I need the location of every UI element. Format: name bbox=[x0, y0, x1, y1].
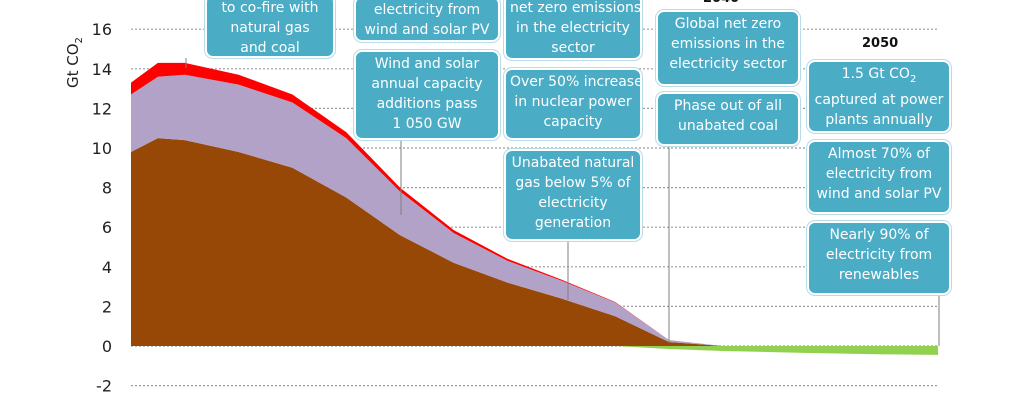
y-tick-label: 6 bbox=[102, 218, 112, 237]
milestone-2050-box-3-line-1: Nearly 90% of bbox=[829, 227, 929, 243]
milestone-2025-top-box-line-2: wind and solar PV bbox=[364, 22, 490, 38]
milestone-2025-box: Wind and solar annual capacity additions p… bbox=[354, 50, 500, 140]
milestone-connectors bbox=[185, 58, 940, 346]
milestone-2025-box-line-3: additions pass bbox=[376, 96, 478, 112]
milestone-2050-box-1-line-3: plants annually bbox=[825, 111, 933, 128]
milestone-2021-box-line-1: to co-fire with bbox=[221, 0, 319, 16]
milestone-2030-low-box-line-3: electricity bbox=[538, 195, 608, 211]
milestone-2040-top-box-line-1: Global net zero bbox=[674, 16, 782, 32]
y-tick-label: 8 bbox=[102, 179, 112, 198]
area-series bbox=[131, 62, 938, 355]
milestone-2050-box-1: 1.5 Gt CO2 captured at power plants annu… bbox=[807, 60, 951, 133]
milestone-2030-low-box-line-4: generation bbox=[534, 215, 612, 231]
y-tick-label: 10 bbox=[92, 139, 112, 158]
year-2040-label: 2040 bbox=[703, 0, 739, 6]
milestone-2030-mid-box-line-1: Over 50% increase bbox=[510, 74, 642, 90]
milestone-2025-box-line-2: annual capacity bbox=[371, 76, 483, 92]
y-axis-ticks: -2 0 2 4 6 8 10 12 14 16 bbox=[92, 20, 112, 395]
milestone-2030-mid-box-line-2: in nuclear power bbox=[514, 94, 632, 110]
milestone-2040-top-box-line-2: emissions in the bbox=[671, 36, 785, 52]
y-tick-label: 12 bbox=[92, 99, 112, 118]
milestone-2030-low-box: Unabated natural gas below 5% of electrici… bbox=[504, 149, 642, 241]
milestone-2030-top-box-line-1: net zero emissions bbox=[510, 0, 642, 16]
milestone-2050-box-2-line-2: electricity from bbox=[825, 166, 933, 182]
year-2050-label: 2050 bbox=[862, 36, 899, 51]
y-axis-label: Gt CO2 bbox=[64, 37, 85, 88]
milestone-2050-box-2-line-1: Almost 70% of bbox=[828, 146, 930, 162]
milestone-2030-top-box-line-2: in the electricity bbox=[516, 20, 630, 36]
milestone-2030-top-box-line-3: sector bbox=[551, 40, 595, 56]
milestone-2040-top-box-line-3: electricity sector bbox=[669, 56, 787, 72]
milestone-2021-box: to co-fire with natural gas and coal bbox=[205, 0, 335, 58]
milestone-2050-box-3: Nearly 90% of electricity from renewables bbox=[807, 221, 951, 295]
milestone-2025-box-line-1: Wind and solar bbox=[374, 56, 480, 72]
milestone-2021-box-line-3: and coal bbox=[240, 40, 300, 56]
milestone-2050-box-1-line-2: captured at power bbox=[814, 91, 944, 108]
milestone-2030-low-box-line-1: Unabated natural bbox=[511, 155, 635, 171]
y-tick-label: 4 bbox=[102, 258, 112, 277]
milestone-2025-top-box-line-1: electricity from bbox=[373, 2, 481, 18]
milestone-2050-box-2: Almost 70% of electricity from wind and so… bbox=[807, 140, 951, 214]
y-tick-label: 0 bbox=[102, 337, 112, 356]
milestone-2050-box-1-line-1: 1.5 Gt CO2 bbox=[841, 66, 917, 85]
y-tick-label: -2 bbox=[96, 377, 112, 396]
milestone-2025-box-line-4: 1 050 GW bbox=[392, 116, 462, 132]
milestone-2030-low-box-line-2: gas below 5% of bbox=[515, 175, 631, 191]
milestone-2040-top-box: Global net zero emissions in the electrici… bbox=[656, 10, 800, 86]
area-series-1 bbox=[131, 138, 938, 346]
milestone-2021-box-line-2: natural gas bbox=[230, 20, 310, 36]
area-series-4 bbox=[131, 346, 938, 355]
y-tick-label: 2 bbox=[102, 297, 112, 316]
milestone-2040-low-box-line-2: unabated coal bbox=[678, 118, 778, 134]
milestone-2050-box-3-line-2: electricity from bbox=[825, 247, 933, 263]
milestone-2030-mid-box: Over 50% increase in nuclear power capacit… bbox=[504, 68, 642, 140]
milestone-2040-low-box: Phase out of all unabated coal bbox=[656, 92, 800, 146]
milestone-2050-box-2-line-3: wind and solar PV bbox=[816, 186, 942, 202]
y-tick-label: 14 bbox=[92, 60, 112, 79]
milestone-2040-low-box-line-1: Phase out of all bbox=[674, 98, 782, 114]
milestone-2030-top-box: net zero emissions in the electricity sect… bbox=[504, 0, 642, 60]
y-tick-label: 16 bbox=[92, 20, 112, 39]
milestone-2050-box-3-line-3: renewables bbox=[838, 267, 920, 283]
milestone-2025-top-box: electricity from wind and solar PV bbox=[354, 0, 500, 42]
milestone-2030-mid-box-line-3: capacity bbox=[543, 114, 603, 130]
area-series-2 bbox=[131, 74, 938, 347]
